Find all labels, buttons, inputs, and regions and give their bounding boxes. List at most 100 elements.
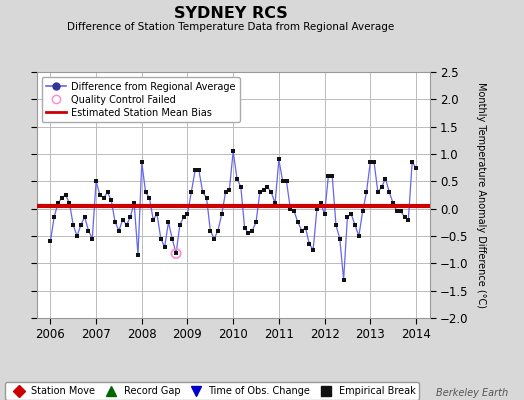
Point [263, 184, 271, 190]
Point [256, 189, 264, 196]
Point [149, 216, 157, 223]
Point [298, 227, 306, 234]
Point [96, 192, 104, 198]
Point [267, 189, 276, 196]
Point [389, 200, 397, 206]
Point [111, 219, 119, 226]
Point [233, 175, 241, 182]
Point [290, 208, 298, 214]
Point [138, 159, 146, 166]
Point [180, 214, 188, 220]
Point [305, 241, 313, 247]
Point [328, 173, 336, 179]
Point [347, 211, 355, 217]
Point [275, 156, 283, 163]
Point [374, 189, 382, 196]
Point [294, 219, 302, 226]
Point [92, 178, 100, 184]
Point [366, 159, 375, 166]
Point [84, 227, 93, 234]
Point [58, 194, 66, 201]
Point [241, 225, 249, 231]
Point [332, 222, 340, 228]
Point [61, 192, 70, 198]
Point [252, 219, 260, 226]
Point [309, 246, 318, 253]
Point [172, 250, 180, 257]
Point [397, 208, 405, 214]
Point [214, 227, 222, 234]
Point [176, 222, 184, 228]
Point [278, 178, 287, 184]
Point [400, 214, 409, 220]
Point [377, 184, 386, 190]
Point [362, 189, 370, 196]
Point [316, 200, 325, 206]
Y-axis label: Monthly Temperature Anomaly Difference (°C): Monthly Temperature Anomaly Difference (… [476, 82, 486, 308]
Point [199, 189, 207, 196]
Text: Berkeley Earth: Berkeley Earth [436, 388, 508, 398]
Point [187, 189, 195, 196]
Point [237, 184, 245, 190]
Point [107, 197, 115, 204]
Point [81, 214, 89, 220]
Legend: Station Move, Record Gap, Time of Obs. Change, Empirical Break: Station Move, Record Gap, Time of Obs. C… [5, 382, 419, 400]
Point [153, 211, 161, 217]
Point [69, 222, 78, 228]
Point [183, 211, 192, 217]
Point [202, 194, 211, 201]
Point [103, 189, 112, 196]
Point [408, 159, 417, 166]
Point [191, 167, 199, 174]
Text: Difference of Station Temperature Data from Regional Average: Difference of Station Temperature Data f… [67, 22, 394, 32]
Point [271, 200, 279, 206]
Point [77, 222, 85, 228]
Point [206, 227, 214, 234]
Point [324, 173, 333, 179]
Point [164, 219, 172, 226]
Point [115, 227, 123, 234]
Point [340, 276, 348, 283]
Point [343, 214, 352, 220]
Point [217, 211, 226, 217]
Point [301, 225, 310, 231]
Point [286, 206, 294, 212]
Point [412, 164, 420, 171]
Point [313, 206, 321, 212]
Point [370, 159, 378, 166]
Point [335, 236, 344, 242]
Point [54, 200, 62, 206]
Point [225, 186, 234, 193]
Point [130, 200, 138, 206]
Point [221, 189, 230, 196]
Point [46, 238, 54, 245]
Point [134, 252, 142, 258]
Point [320, 211, 329, 217]
Point [126, 214, 135, 220]
Point [73, 233, 81, 239]
Point [100, 194, 108, 201]
Point [141, 189, 150, 196]
Point [355, 233, 363, 239]
Point [195, 167, 203, 174]
Point [160, 244, 169, 250]
Point [123, 222, 131, 228]
Point [259, 186, 268, 193]
Point [210, 236, 219, 242]
Point [88, 236, 96, 242]
Point [50, 214, 58, 220]
Point [66, 200, 74, 206]
Legend: Difference from Regional Average, Quality Control Failed, Estimated Station Mean: Difference from Regional Average, Qualit… [41, 77, 240, 122]
Point [244, 230, 253, 236]
Point [351, 222, 359, 228]
Point [157, 236, 165, 242]
Point [381, 175, 390, 182]
Point [145, 194, 154, 201]
Point [392, 208, 401, 214]
Point [404, 216, 412, 223]
Point [229, 148, 237, 154]
Point [248, 227, 256, 234]
Point [358, 208, 367, 214]
Point [282, 178, 291, 184]
Point [168, 236, 177, 242]
